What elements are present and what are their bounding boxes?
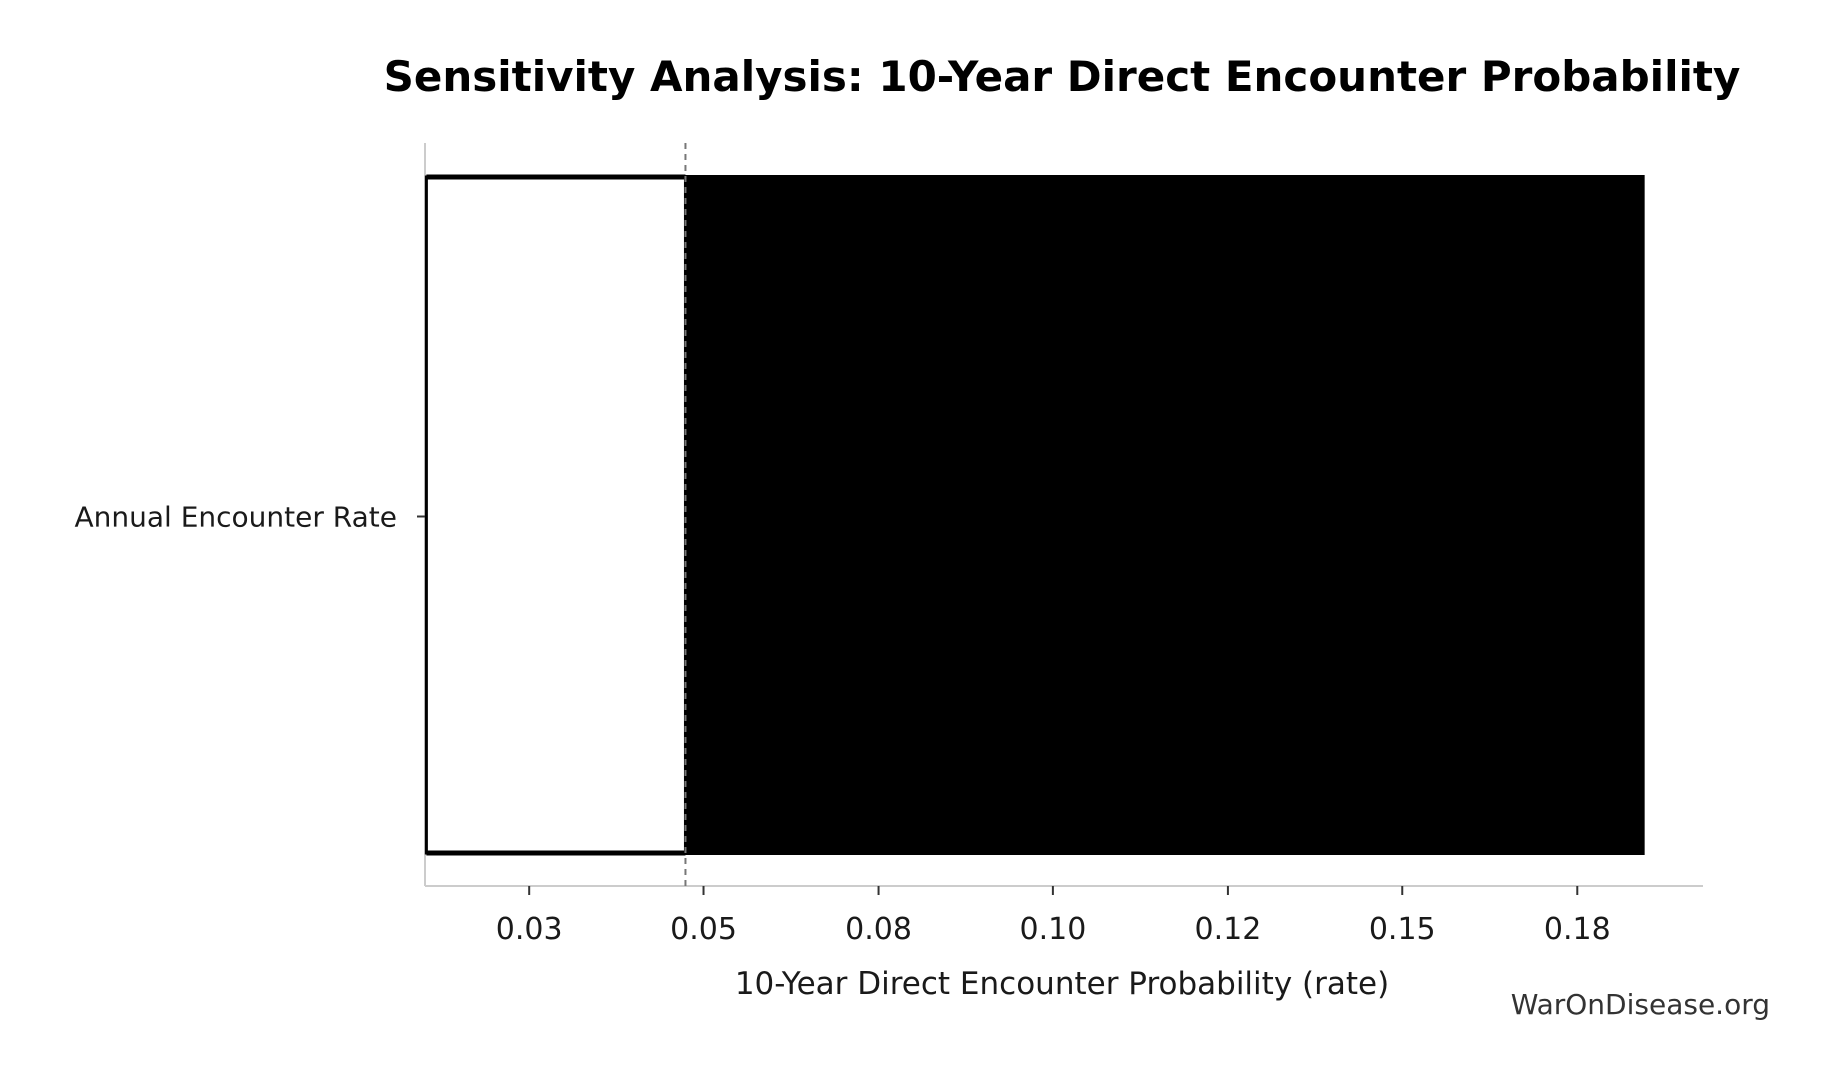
x-axis-label: 10-Year Direct Encounter Probability (ra… (735, 966, 1389, 1002)
x-tick-label-3: 0.10 (1019, 912, 1086, 947)
x-tick-label-0: 0.03 (496, 912, 563, 947)
x-tick-label-5: 0.15 (1369, 912, 1436, 947)
y-tick-label-0: Annual Encounter Rate (74, 501, 397, 534)
bar-low-0 (424, 175, 687, 855)
x-tick-label-2: 0.08 (845, 912, 912, 947)
x-tick-label-6: 0.18 (1544, 912, 1611, 947)
plot-area: Annual Encounter Rate 0.03 0.05 0.08 0.10 0.1… (74, 143, 1703, 947)
x-tick-label-4: 0.12 (1195, 912, 1262, 947)
bar-high-0 (685, 175, 1645, 855)
chart-title: Sensitivity Analysis: 10-Year Direct Enc… (384, 52, 1741, 101)
watermark: WarOnDisease.org (1511, 988, 1770, 1021)
x-tick-label-1: 0.05 (670, 912, 737, 947)
